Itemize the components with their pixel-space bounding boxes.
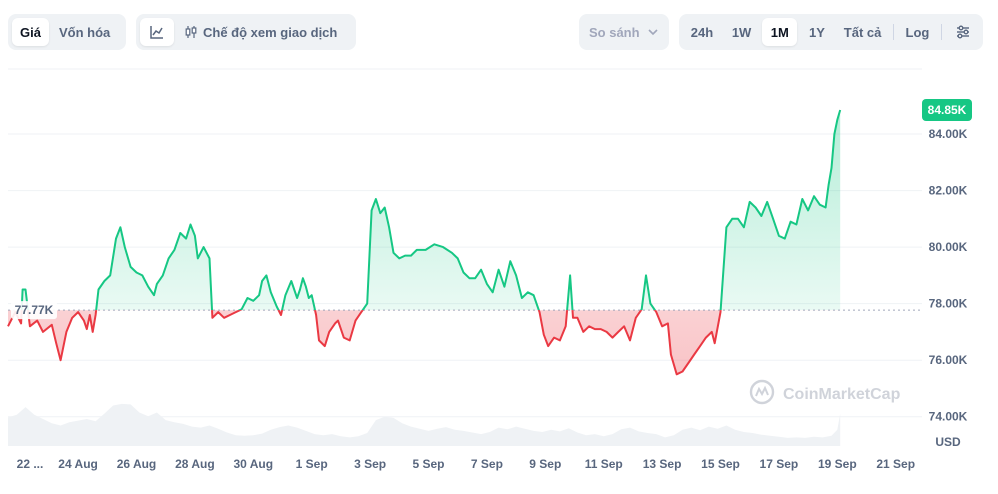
sliders-icon [956, 25, 969, 39]
last-price-value: 84.85K [928, 103, 967, 117]
x-tick-label: 22 ... [17, 457, 44, 471]
x-axis: 22 ... 24 Aug 26 Aug 28 Aug 30 Aug 1 Sep 3 Sep… [17, 457, 915, 471]
settings-divider [941, 24, 943, 40]
price-line-below-baseline [7, 310, 722, 376]
x-tick-label: 17 Sep [760, 457, 799, 471]
area-fill-above-baseline [8, 110, 841, 311]
price-line-above-baseline [20, 109, 842, 311]
chart-settings-button[interactable] [946, 18, 979, 46]
baseline-label: 77.77K [11, 301, 57, 320]
log-scale-button[interactable]: Log [905, 24, 930, 40]
range-1m-button[interactable]: 1M [762, 18, 798, 46]
x-tick-label: 15 Sep [701, 457, 740, 471]
x-tick-label: 19 Sep [818, 457, 857, 471]
candlestick-icon [185, 26, 197, 38]
last-price-badge: 84.85K [922, 99, 972, 121]
compare-label: So sánh [589, 24, 640, 40]
y-tick-label: 76.00K [929, 353, 968, 367]
range-divider [892, 24, 894, 40]
coinmarketcap-logo-icon [749, 379, 775, 405]
chart-mode-toggle: Chế độ xem giao dịch [136, 14, 356, 50]
trading-view-label: Chế độ xem giao dịch [203, 24, 338, 40]
compare-dropdown[interactable]: So sánh [579, 14, 669, 50]
volume-area [8, 403, 841, 446]
x-tick-label: 13 Sep [643, 457, 682, 471]
watermark: CoinMarketCap [749, 379, 901, 405]
y-tick-label: 84.00K [929, 127, 968, 141]
x-tick-label: 3 Sep [354, 457, 386, 471]
tab-market-cap[interactable]: Vốn hóa [58, 24, 111, 40]
x-tick-label: 28 Aug [175, 457, 215, 471]
line-chart-icon [150, 26, 163, 39]
x-tick-label: 5 Sep [412, 457, 444, 471]
y-tick-label: 74.00K [929, 410, 968, 424]
x-tick-label: 21 Sep [876, 457, 915, 471]
range-24h-button[interactable]: 24h [690, 24, 714, 40]
price-chart[interactable]: 77.77K 74.00K 76.00K 78.00K 80.00K 82.00K 84.… [0, 60, 998, 494]
y-tick-label: 80.00K [929, 240, 968, 254]
x-tick-label: 11 Sep [585, 457, 623, 471]
x-tick-label: 24 Aug [58, 457, 98, 471]
line-chart-button[interactable] [140, 18, 174, 46]
trading-view-button[interactable]: Chế độ xem giao dịch [176, 18, 345, 46]
volume-bars [8, 403, 841, 446]
x-tick-label: 9 Sep [529, 457, 561, 471]
watermark-text: CoinMarketCap [783, 386, 901, 403]
baseline-value: 77.77K [15, 303, 54, 317]
y-tick-label: 82.00K [929, 184, 968, 198]
currency-label: USD [935, 435, 961, 449]
range-1y-button[interactable]: 1Y [809, 24, 825, 40]
y-axis: 74.00K 76.00K 78.00K 80.00K 82.00K 84.00K [929, 127, 968, 424]
range-1w-button[interactable]: 1W [731, 24, 752, 40]
x-tick-label: 26 Aug [117, 457, 157, 471]
x-tick-label: 1 Sep [296, 457, 328, 471]
tab-price[interactable]: Giá [12, 18, 49, 46]
time-range-selector: 24h 1W 1M 1Y Tất cả Log [679, 14, 983, 50]
chevron-down-icon [648, 29, 658, 36]
x-tick-label: 30 Aug [234, 457, 274, 471]
chart-type-toggle: Giá Vốn hóa [8, 14, 126, 50]
x-tick-label: 7 Sep [471, 457, 503, 471]
y-tick-label: 78.00K [929, 297, 968, 311]
range-all-button[interactable]: Tất cả [843, 24, 882, 40]
